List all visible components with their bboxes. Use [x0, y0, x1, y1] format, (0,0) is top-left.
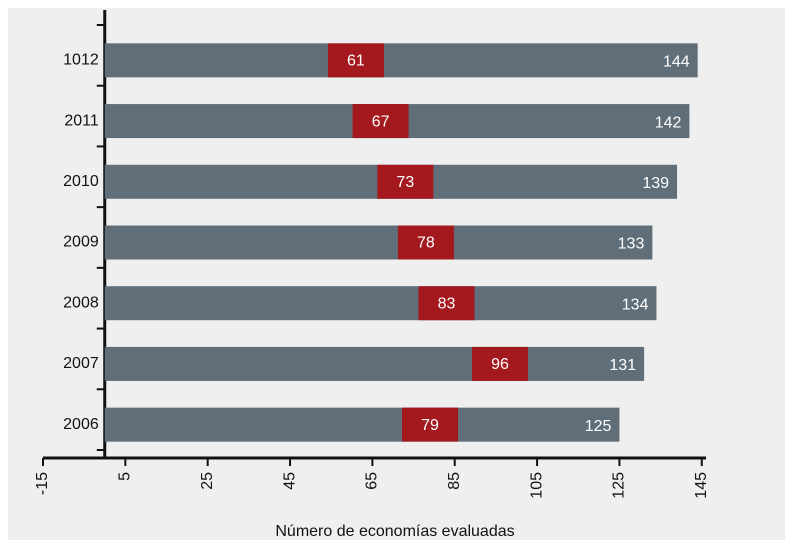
x-axis-label: Número de economías evaluadas [275, 523, 514, 540]
y-tick-label: 2010 [63, 173, 99, 190]
x-tick-label: 45 [281, 472, 298, 490]
marker [377, 164, 434, 199]
marker-value-label: 83 [438, 295, 456, 312]
marker [472, 346, 529, 381]
marker-value-label: 79 [421, 417, 439, 434]
x-tick-label: 145 [693, 472, 710, 499]
bar [104, 346, 645, 381]
bar [104, 43, 698, 78]
bar-value-label: 131 [609, 357, 636, 374]
x-tick-label: 105 [528, 472, 545, 499]
marker [397, 225, 454, 260]
marker [327, 43, 384, 78]
x-tick-label: -15 [34, 472, 51, 495]
y-tick-label: 2009 [63, 234, 99, 251]
x-tick-label: 85 [446, 472, 463, 490]
x-tick-label: 65 [364, 472, 381, 490]
bar-value-label: 125 [585, 418, 612, 435]
y-tick-label: 1012 [63, 52, 99, 69]
marker-value-label: 78 [417, 235, 435, 252]
bar [104, 407, 620, 442]
bar-value-label: 133 [618, 236, 645, 253]
x-tick-label: 125 [611, 472, 628, 499]
marker [352, 104, 409, 139]
marker [418, 286, 475, 321]
bar [104, 286, 657, 321]
x-tick-label: 5 [117, 472, 134, 481]
y-tick-label: 2006 [63, 416, 99, 433]
bar-value-label: 144 [663, 54, 690, 71]
x-tick-label: 25 [199, 472, 216, 490]
marker-value-label: 96 [491, 356, 509, 373]
bar-value-label: 134 [622, 296, 649, 313]
bar-value-label: 142 [655, 114, 682, 131]
y-tick-label: 2007 [63, 355, 99, 372]
chart-background [8, 8, 785, 540]
marker [402, 407, 459, 442]
bar-value-label: 139 [642, 175, 669, 192]
marker-value-label: 73 [396, 174, 414, 191]
bar [104, 225, 653, 260]
marker-value-label: 67 [372, 113, 390, 130]
y-tick-label: 2008 [63, 294, 99, 311]
marker-value-label: 61 [347, 53, 365, 70]
y-tick-label: 2011 [64, 112, 99, 129]
